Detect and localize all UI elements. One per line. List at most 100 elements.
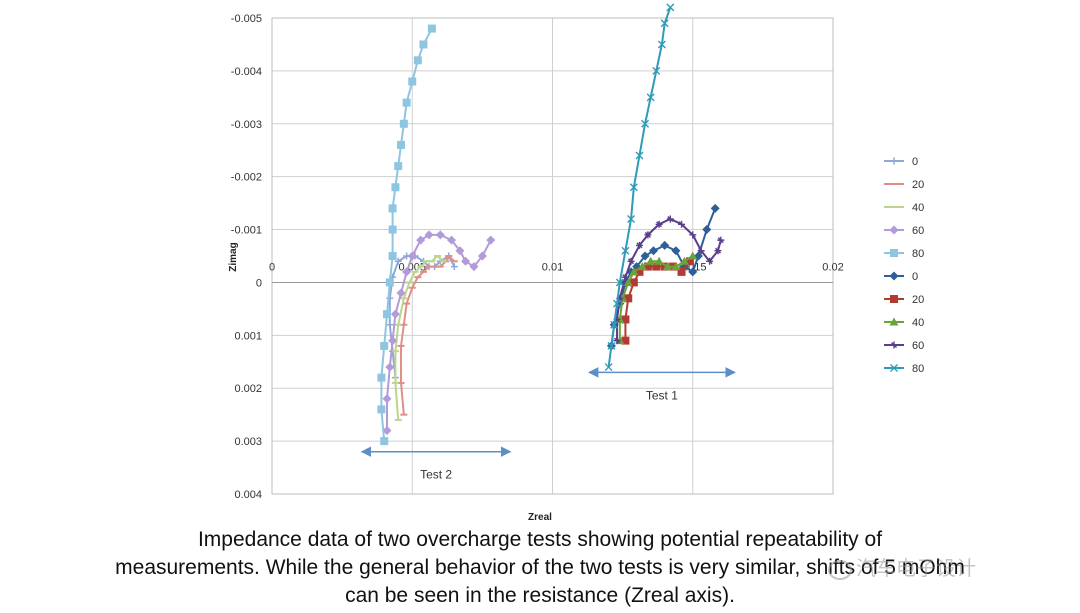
data-point xyxy=(388,252,397,260)
data-point xyxy=(610,320,619,329)
data-point xyxy=(388,336,398,346)
legend-entry: 80 xyxy=(884,363,924,375)
data-point xyxy=(413,56,422,65)
data-point xyxy=(640,251,650,261)
data-point xyxy=(654,256,664,265)
data-point xyxy=(646,256,656,265)
data-point xyxy=(710,203,720,213)
legend-label: 80 xyxy=(912,363,924,375)
legend-entry: 40 xyxy=(884,202,924,214)
data-point xyxy=(890,364,898,372)
chart-grid xyxy=(271,17,834,495)
series-layer xyxy=(377,3,725,446)
y-tick-label: -0.005 xyxy=(231,13,262,25)
data-point xyxy=(629,183,638,192)
data-point xyxy=(889,225,899,235)
y-tick-label: -0.002 xyxy=(231,172,262,184)
data-point xyxy=(663,262,673,271)
data-point xyxy=(689,231,697,239)
data-point xyxy=(890,249,898,257)
data-point xyxy=(382,426,392,436)
data-point xyxy=(461,256,471,266)
data-point xyxy=(613,337,621,345)
annotation-label: Test 2 xyxy=(420,468,452,482)
data-point xyxy=(377,373,386,382)
data-point xyxy=(455,246,465,256)
data-point xyxy=(477,251,487,261)
data-point xyxy=(447,235,457,245)
data-point xyxy=(621,336,630,345)
watermark-text: 汽车电子设计 xyxy=(856,556,976,580)
legend-entry: 60 xyxy=(884,340,924,352)
data-point xyxy=(652,66,661,75)
plot-frame xyxy=(271,17,834,495)
data-point xyxy=(660,19,669,28)
data-point xyxy=(890,341,898,349)
data-point xyxy=(660,240,670,250)
data-point xyxy=(627,257,635,265)
data-point xyxy=(646,93,655,102)
data-point xyxy=(644,231,652,239)
legend-label: 60 xyxy=(912,340,924,352)
data-point xyxy=(615,278,624,287)
data-point xyxy=(427,24,436,33)
data-point xyxy=(643,262,652,271)
legend-label: 80 xyxy=(912,248,924,260)
data-point xyxy=(702,225,712,235)
data-point xyxy=(706,257,714,265)
legend-label: 20 xyxy=(912,179,924,191)
watermark: 汽车电子设计 xyxy=(828,552,976,581)
legend-entry: 80 xyxy=(884,248,924,260)
annotation-test-2: Test 2 xyxy=(360,446,512,482)
legend-label: 60 xyxy=(912,225,924,237)
data-point xyxy=(624,294,633,303)
x-axis-title: Zreal xyxy=(528,512,552,523)
data-point xyxy=(382,394,392,404)
data-point xyxy=(397,140,406,149)
data-point xyxy=(685,257,694,266)
x-tick-label: 0.01 xyxy=(542,261,563,273)
data-point xyxy=(629,278,638,287)
data-point xyxy=(648,246,658,256)
data-point xyxy=(679,256,689,265)
data-point xyxy=(613,299,622,308)
data-point xyxy=(666,215,674,223)
data-point xyxy=(621,273,629,281)
data-point xyxy=(627,214,636,223)
data-point xyxy=(394,162,403,171)
legend-entry: 0 xyxy=(884,271,918,283)
series-test-1-40 xyxy=(615,251,698,345)
annotation-label: Test 1 xyxy=(646,388,678,402)
y-tick-label: -0.003 xyxy=(231,119,262,131)
data-point xyxy=(635,151,644,160)
data-point xyxy=(424,230,434,240)
data-point xyxy=(688,267,698,277)
y-axis-title: Zimag xyxy=(228,242,239,271)
data-point xyxy=(688,251,698,260)
legend-label: 40 xyxy=(912,317,924,329)
legend: 0 20 40 60 80 0 20 40 60 80 xyxy=(884,156,924,375)
y-tick-label: -0.001 xyxy=(231,225,262,237)
legend-entry: 60 xyxy=(884,225,924,237)
data-point xyxy=(678,220,686,228)
data-point xyxy=(635,241,643,249)
x-tick-label: 0 xyxy=(269,261,275,273)
data-point xyxy=(621,315,630,324)
data-point xyxy=(380,341,389,350)
data-point xyxy=(641,119,650,128)
series-test-1-20 xyxy=(621,257,694,345)
data-point xyxy=(889,271,899,281)
data-point xyxy=(717,236,725,244)
data-point xyxy=(407,251,417,261)
series-test-2-40 xyxy=(391,254,447,421)
data-point xyxy=(399,119,408,128)
legend-entry: 20 xyxy=(884,294,924,306)
data-point xyxy=(386,321,394,329)
data-point xyxy=(660,262,669,271)
data-point xyxy=(697,247,705,255)
caption-line-1: Impedance data of two overcharge tests s… xyxy=(197,528,883,551)
y-tick-label: 0.002 xyxy=(234,383,262,395)
legend-entry: 40 xyxy=(884,317,924,329)
data-point xyxy=(380,437,389,446)
